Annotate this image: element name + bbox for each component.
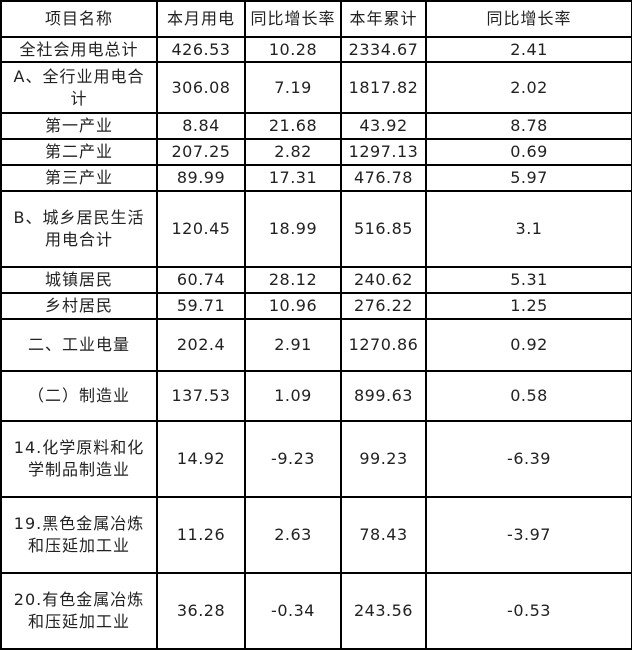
cell-item-name: 乡村居民 (0, 292, 158, 320)
cell-year-growth: -3.97 (425, 496, 632, 574)
cell-year-growth: 8.78 (425, 112, 632, 140)
cell-item-name: 城镇居民 (0, 266, 158, 294)
table-row: 19.黑色金属冶炼和压延加工业 11.26 2.63 78.43 -3.97 (0, 496, 632, 574)
table-row: （二）制造业 137.53 1.09 899.63 0.58 (0, 370, 632, 422)
cell-item-name: （二）制造业 (0, 370, 158, 422)
cell-year-growth: 5.31 (425, 266, 632, 294)
table-row: 14.化学原料和化学制品制造业 14.92 -9.23 99.23 -6.39 (0, 420, 632, 498)
cell-month-usage: 89.99 (156, 164, 246, 192)
header-item-name: 项目名称 (0, 0, 158, 38)
cell-year-growth: -0.53 (425, 572, 632, 650)
cell-item-name: 全社会用电总计 (0, 36, 158, 63)
cell-month-usage: 306.08 (156, 61, 246, 114)
cell-item-name: 14.化学原料和化学制品制造业 (0, 420, 158, 498)
cell-month-usage: 11.26 (156, 496, 246, 574)
cell-year-growth: 2.41 (425, 36, 632, 63)
table-row: 城镇居民 60.74 28.12 240.62 5.31 (0, 266, 632, 294)
cell-year-growth: 0.92 (425, 318, 632, 372)
cell-month-growth: 28.12 (244, 266, 342, 294)
cell-year-total: 1817.82 (340, 61, 427, 114)
cell-year-growth: 3.1 (425, 190, 632, 268)
cell-month-usage: 137.53 (156, 370, 246, 422)
header-month-growth: 同比增长率 (244, 0, 342, 38)
cell-year-total: 899.63 (340, 370, 427, 422)
header-month-usage: 本月用电 (156, 0, 246, 38)
cell-year-total: 99.23 (340, 420, 427, 498)
table-row: 20.有色金属冶炼和压延加工业 36.28 -0.34 243.56 -0.53 (0, 572, 632, 650)
cell-month-usage: 14.92 (156, 420, 246, 498)
cell-year-total: 276.22 (340, 292, 427, 320)
cell-year-growth: 5.97 (425, 164, 632, 192)
cell-item-name: 第一产业 (0, 112, 158, 140)
cell-year-total: 1270.86 (340, 318, 427, 372)
cell-month-usage: 120.45 (156, 190, 246, 268)
cell-month-growth: 10.96 (244, 292, 342, 320)
cell-month-growth: -0.34 (244, 572, 342, 650)
table-row: B、城乡居民生活用电合计 120.45 18.99 516.85 3.1 (0, 190, 632, 268)
cell-month-usage: 207.25 (156, 138, 246, 166)
cell-item-name: 19.黑色金属冶炼和压延加工业 (0, 496, 158, 574)
cell-month-usage: 36.28 (156, 572, 246, 650)
cell-month-growth: 18.99 (244, 190, 342, 268)
cell-year-total: 240.62 (340, 266, 427, 294)
cell-item-name: B、城乡居民生活用电合计 (0, 190, 158, 268)
cell-month-usage: 59.71 (156, 292, 246, 320)
cell-item-name: 20.有色金属冶炼和压延加工业 (0, 572, 158, 650)
cell-item-name: 二、工业电量 (0, 318, 158, 372)
table-row: A、全行业用电合计 306.08 7.19 1817.82 2.02 (0, 61, 632, 114)
cell-month-growth: 1.09 (244, 370, 342, 422)
cell-year-total: 243.56 (340, 572, 427, 650)
cell-month-growth: 7.19 (244, 61, 342, 114)
cell-month-growth: 21.68 (244, 112, 342, 140)
header-year-growth: 同比增长率 (425, 0, 632, 38)
cell-month-growth: -9.23 (244, 420, 342, 498)
cell-month-growth: 2.82 (244, 138, 342, 166)
cell-year-growth: 1.25 (425, 292, 632, 320)
cell-year-growth: 0.69 (425, 138, 632, 166)
table-row: 二、工业电量 202.4 2.91 1270.86 0.92 (0, 318, 632, 372)
cell-year-total: 1297.13 (340, 138, 427, 166)
cell-month-growth: 17.31 (244, 164, 342, 192)
header-row: 项目名称 本月用电 同比增长率 本年累计 同比增长率 (0, 0, 632, 38)
cell-year-total: 2334.67 (340, 36, 427, 63)
cell-month-usage: 202.4 (156, 318, 246, 372)
cell-item-name: 第二产业 (0, 138, 158, 166)
cell-item-name: 第三产业 (0, 164, 158, 192)
table-row: 第一产业 8.84 21.68 43.92 8.78 (0, 112, 632, 140)
cell-month-growth: 10.28 (244, 36, 342, 63)
cell-year-total: 516.85 (340, 190, 427, 268)
cell-year-total: 43.92 (340, 112, 427, 140)
header-year-total: 本年累计 (340, 0, 427, 38)
cell-month-usage: 426.53 (156, 36, 246, 63)
table-row: 第二产业 207.25 2.82 1297.13 0.69 (0, 138, 632, 166)
table-row: 第三产业 89.99 17.31 476.78 5.97 (0, 164, 632, 192)
cell-year-growth: -6.39 (425, 420, 632, 498)
cell-month-usage: 8.84 (156, 112, 246, 140)
table-row: 全社会用电总计 426.53 10.28 2334.67 2.41 (0, 36, 632, 63)
table-row: 乡村居民 59.71 10.96 276.22 1.25 (0, 292, 632, 320)
cell-year-total: 476.78 (340, 164, 427, 192)
cell-month-growth: 2.91 (244, 318, 342, 372)
cell-item-name: A、全行业用电合计 (0, 61, 158, 114)
cell-month-growth: 2.63 (244, 496, 342, 574)
cell-year-growth: 0.58 (425, 370, 632, 422)
cell-year-growth: 2.02 (425, 61, 632, 114)
cell-month-usage: 60.74 (156, 266, 246, 294)
cell-year-total: 78.43 (340, 496, 427, 574)
